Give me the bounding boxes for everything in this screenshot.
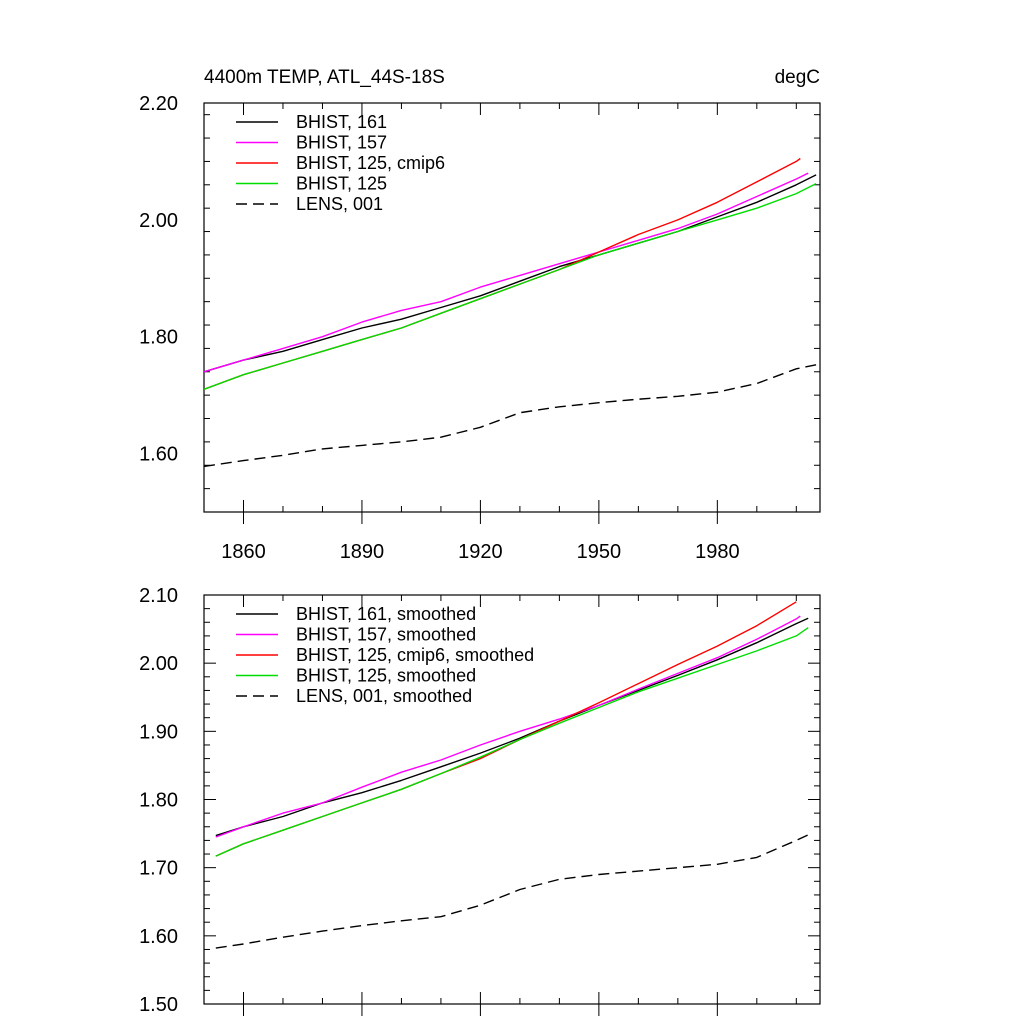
top-panel: 1.60 1.80 2.00 2.20 1860 1890 1920 1950 1980 BHIS… — [139, 93, 821, 563]
x-tick-label: 1920 — [458, 541, 503, 563]
top-chart-title: 4400m TEMP, ATL_44S-18S — [204, 67, 445, 88]
plot-frame — [203, 102, 821, 513]
legend-label: BHIST, 125, cmip6 — [296, 153, 445, 173]
y-tick-label: 2.00 — [139, 653, 178, 675]
x-tick-label: 1950 — [577, 541, 622, 563]
x-tick-label: 1860 — [221, 541, 266, 563]
legend-label: BHIST, 157, smoothed — [296, 625, 476, 645]
legend-label: BHIST, 125, smoothed — [296, 666, 476, 686]
legend-label: LENS, 001 — [296, 194, 383, 214]
bottom-panel: 1.50 1.60 1.70 1.80 1.90 2.00 2.10 BHIST, 161, … — [139, 585, 821, 1016]
legend-label: BHIST, 161 — [296, 112, 387, 132]
y-tick-label: 1.50 — [139, 994, 178, 1016]
y-tick-label: 1.80 — [139, 790, 178, 812]
x-tick-label: 1980 — [695, 541, 740, 563]
series-line-bhist-161 — [203, 174, 817, 373]
legend-label: BHIST, 125 — [296, 174, 387, 194]
series-line-bhist-125-cmip6 — [203, 157, 801, 390]
y-tick-label: 2.10 — [139, 585, 178, 607]
legend-label: LENS, 001, smoothed — [296, 686, 472, 706]
y-tick-label: 1.70 — [139, 858, 178, 880]
y-tick-label: 1.90 — [139, 721, 178, 743]
y-tick-label: 1.80 — [139, 327, 178, 349]
y-tick-label: 1.60 — [139, 926, 178, 948]
legend-label: BHIST, 161, smoothed — [296, 604, 476, 624]
top-chart-units: degC — [775, 67, 820, 88]
legend-label: BHIST, 125, cmip6, smoothed — [296, 645, 534, 665]
y-tick-label: 2.00 — [139, 210, 178, 232]
series-line-bhist-157 — [203, 172, 809, 373]
legend-label: BHIST, 157 — [296, 133, 387, 153]
series-line-bhist-157-smoothed — [215, 615, 801, 838]
y-tick-label: 1.60 — [139, 444, 178, 466]
series-line-lens-001 — [203, 364, 817, 468]
series-line-lens-001-smoothed — [215, 834, 809, 949]
series-line-bhist-125-smoothed — [215, 627, 809, 857]
x-tick-label: 1890 — [340, 541, 385, 563]
y-tick-label: 2.20 — [139, 93, 178, 115]
series-line-bhist-161-smoothed — [215, 617, 809, 837]
series-line-bhist-125 — [203, 182, 817, 390]
